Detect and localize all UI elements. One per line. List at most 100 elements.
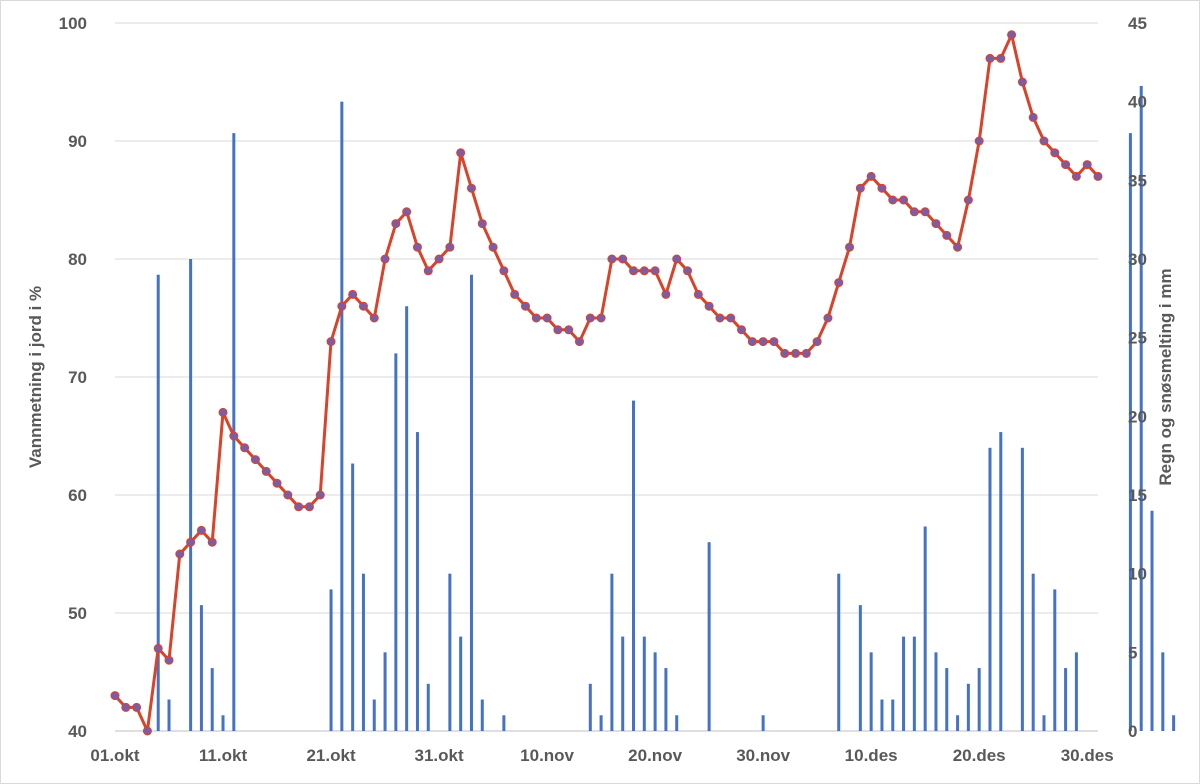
bar bbox=[415, 432, 419, 731]
bar bbox=[956, 715, 960, 731]
line-point bbox=[272, 478, 282, 488]
left-tick-label: 50 bbox=[68, 604, 87, 623]
line-point bbox=[412, 242, 422, 252]
bar bbox=[426, 683, 430, 731]
line-point bbox=[953, 242, 963, 252]
line-point bbox=[434, 254, 444, 264]
bar bbox=[966, 683, 970, 731]
bar bbox=[999, 432, 1003, 731]
line-point bbox=[348, 289, 358, 299]
line-point bbox=[304, 502, 314, 512]
line-point bbox=[207, 537, 217, 547]
line-point bbox=[683, 266, 693, 276]
right-tick-label: 30 bbox=[1128, 250, 1147, 269]
bar bbox=[372, 699, 376, 731]
line-point bbox=[326, 337, 336, 347]
bar bbox=[199, 605, 203, 731]
right-tick-label: 0 bbox=[1128, 722, 1137, 741]
line-point bbox=[801, 348, 811, 358]
line-point bbox=[985, 53, 995, 63]
line-point bbox=[564, 325, 574, 335]
x-tick-label: 20.nov bbox=[628, 746, 682, 765]
x-tick-label: 01.okt bbox=[90, 746, 139, 765]
line-point bbox=[769, 337, 779, 347]
left-tick-label: 60 bbox=[68, 486, 87, 505]
bar bbox=[1042, 715, 1046, 731]
line-point bbox=[639, 266, 649, 276]
right-axis-title: Regn og snøsmelting i mm bbox=[1156, 268, 1175, 485]
line-point bbox=[574, 337, 584, 347]
left-axis-ticks: 40 50 60 70 80 90 100 bbox=[59, 14, 87, 741]
line-point bbox=[758, 337, 768, 347]
line-point bbox=[942, 230, 952, 240]
bar bbox=[1020, 447, 1024, 731]
line-point bbox=[369, 313, 379, 323]
bar bbox=[221, 715, 225, 731]
line-point bbox=[899, 195, 909, 205]
line-point bbox=[855, 183, 865, 193]
bar bbox=[1074, 652, 1078, 731]
bar bbox=[664, 668, 668, 731]
x-tick-label: 30.nov bbox=[736, 746, 790, 765]
line-point bbox=[132, 702, 142, 712]
line-point bbox=[337, 301, 347, 311]
bar bbox=[837, 573, 841, 731]
line-point bbox=[110, 691, 120, 701]
bar bbox=[588, 683, 592, 731]
bar bbox=[858, 605, 862, 731]
x-tick-label: 30.des bbox=[1061, 746, 1114, 765]
line-point bbox=[618, 254, 628, 264]
right-tick-label: 35 bbox=[1128, 171, 1147, 190]
line-point bbox=[693, 289, 703, 299]
bar bbox=[1031, 573, 1035, 731]
bar bbox=[653, 652, 657, 731]
right-tick-label: 10 bbox=[1128, 565, 1147, 584]
line-series bbox=[113, 33, 1100, 733]
line-point bbox=[358, 301, 368, 311]
bar bbox=[394, 353, 398, 731]
bar bbox=[621, 636, 625, 731]
line-point bbox=[1007, 30, 1017, 40]
bar bbox=[642, 636, 646, 731]
bar bbox=[988, 447, 992, 731]
line-point bbox=[164, 655, 174, 665]
line-point bbox=[747, 337, 757, 347]
line-point bbox=[542, 313, 552, 323]
x-tick-label: 10.nov bbox=[520, 746, 574, 765]
bar bbox=[632, 400, 636, 731]
bar bbox=[1139, 85, 1143, 731]
x-tick-label: 10.des bbox=[845, 746, 898, 765]
line-point bbox=[423, 266, 433, 276]
bar-series bbox=[156, 85, 1176, 732]
line-point bbox=[704, 301, 714, 311]
line-point bbox=[963, 195, 973, 205]
bar bbox=[761, 715, 765, 731]
line-point bbox=[175, 549, 185, 559]
line-point bbox=[186, 537, 196, 547]
line-point bbox=[1093, 171, 1103, 181]
line-point bbox=[466, 183, 476, 193]
line-point bbox=[650, 266, 660, 276]
right-tick-label: 5 bbox=[1128, 643, 1137, 662]
line-point bbox=[229, 431, 239, 441]
bar bbox=[923, 526, 927, 731]
line-point bbox=[845, 242, 855, 252]
line-point bbox=[531, 313, 541, 323]
line-point bbox=[1028, 112, 1038, 122]
line-point bbox=[1061, 160, 1071, 170]
bar bbox=[1053, 589, 1057, 731]
bar bbox=[167, 699, 171, 731]
bar bbox=[1128, 133, 1132, 732]
line-point bbox=[380, 254, 390, 264]
left-tick-label: 40 bbox=[68, 722, 87, 741]
left-tick-label: 70 bbox=[68, 368, 87, 387]
line-point bbox=[499, 266, 509, 276]
line-point bbox=[196, 525, 206, 535]
line-point bbox=[402, 207, 412, 217]
line-point bbox=[142, 726, 152, 736]
line-point bbox=[866, 171, 876, 181]
x-tick-label: 21.okt bbox=[306, 746, 355, 765]
line-point bbox=[456, 148, 466, 158]
line-point bbox=[391, 219, 401, 229]
